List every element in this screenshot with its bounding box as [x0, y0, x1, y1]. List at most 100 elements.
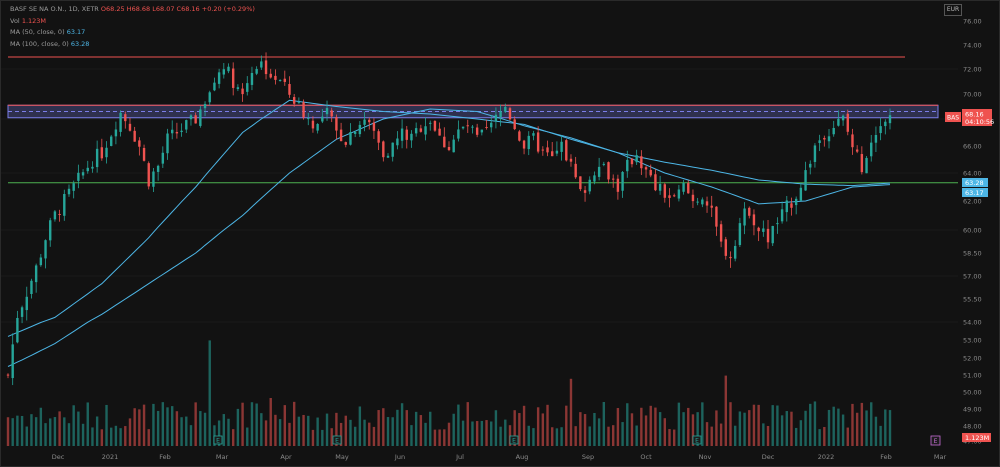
candle-body: [278, 79, 282, 81]
volume-bar: [696, 412, 699, 446]
volume-bar: [349, 419, 352, 446]
y-tick-label: 72.00: [963, 66, 982, 74]
volume-value: 1.123M: [21, 16, 47, 25]
volume-bar: [748, 410, 751, 446]
candle-body: [297, 102, 301, 104]
candle-body: [269, 73, 272, 78]
candle-body: [823, 137, 826, 140]
candle-body: [569, 158, 573, 162]
candle-body: [471, 126, 474, 128]
symbol-line: BASF SE NA O.N., 1D, XETR O68.25 H68.68 …: [10, 4, 255, 16]
volume-bar: [138, 409, 141, 446]
x-tick-label: Jul: [455, 453, 464, 461]
candle-body: [551, 151, 554, 157]
volume-bar: [626, 403, 629, 446]
ma50-label: MA (50, close, 0): [10, 28, 65, 36]
y-tick-label: 48.00: [963, 423, 982, 431]
volume-badge-value: 1.123M: [965, 434, 989, 442]
volume-bar: [794, 427, 798, 446]
symbol-label: BASF SE NA O.N., 1D, XETR: [10, 5, 99, 13]
volume-bar: [166, 407, 169, 446]
candle-body: [738, 223, 742, 246]
volume-bar: [114, 425, 118, 446]
ma50-badge: [962, 188, 988, 197]
candle-body: [588, 179, 591, 192]
candle-body: [771, 225, 774, 244]
volume-bar: [77, 411, 80, 446]
candle-body: [748, 207, 751, 216]
candle-body: [77, 172, 80, 181]
volume-bar: [81, 423, 85, 446]
candle-body: [433, 121, 437, 131]
candle-body: [49, 220, 52, 241]
candle-body: [344, 142, 347, 145]
volume-bar: [715, 410, 718, 446]
candles: [6, 52, 892, 386]
volume-bar: [457, 404, 460, 446]
candle-body: [358, 124, 362, 135]
volume-bar: [429, 411, 432, 446]
candle-body: [621, 171, 624, 191]
volume-bar: [644, 415, 648, 446]
volume-bar: [49, 418, 52, 446]
candle-body: [39, 257, 43, 266]
volume-bar: [827, 409, 831, 446]
y-tick-label: 55.50: [963, 296, 982, 304]
y-tick-label: 64.00: [963, 170, 982, 178]
candle-body: [307, 118, 310, 120]
volume-bar: [546, 404, 549, 446]
candle-body: [208, 92, 211, 103]
volume-bar: [560, 427, 563, 446]
volume-bar: [504, 419, 507, 446]
symbol-badge: [945, 112, 961, 122]
volume-bar: [91, 427, 94, 446]
candle-body: [612, 178, 615, 180]
candle-body: [128, 123, 132, 131]
volume-bar: [607, 426, 610, 446]
volume-bar: [832, 406, 835, 446]
candle-body: [372, 122, 376, 131]
candle-body: [809, 163, 812, 168]
volume-bar: [156, 410, 160, 446]
volume-bar: [185, 416, 188, 446]
volume-bar: [236, 408, 240, 446]
volume-bar: [382, 408, 385, 446]
volume-bar: [311, 429, 315, 446]
candle-body: [213, 82, 216, 91]
candle-body: [156, 165, 160, 172]
volume-bar: [705, 422, 709, 446]
volume-bar: [536, 407, 540, 446]
volume-bar: [124, 426, 127, 446]
candle-body: [185, 120, 188, 130]
ma100-badge: [962, 178, 988, 187]
candle-body: [757, 227, 760, 232]
volume-bar: [339, 422, 343, 446]
ma50-value: 63.17: [66, 28, 86, 36]
y-tick-label: 54.00: [963, 319, 982, 327]
candle-body: [25, 296, 28, 311]
volume-bar: [297, 416, 301, 446]
volume-bar: [757, 404, 760, 446]
horizontal-lines: [8, 56, 958, 184]
candle-body: [20, 307, 24, 317]
price-badge: [962, 109, 992, 126]
volume-bar: [325, 413, 329, 446]
candle-body: [292, 97, 296, 104]
x-tick-label: Nov: [699, 453, 712, 461]
candle-body: [325, 108, 329, 115]
volume-bar: [574, 426, 577, 446]
volume-bar: [72, 405, 75, 446]
candle-body: [349, 132, 352, 145]
earnings-marker-label: E: [335, 438, 339, 445]
candle-body: [302, 102, 305, 118]
candle-body: [363, 119, 366, 125]
x-tick-label: Dec: [52, 453, 65, 461]
candle-body: [119, 112, 122, 132]
volume-bar: [142, 404, 146, 446]
candle-body: [53, 211, 57, 220]
candle-body: [846, 113, 849, 132]
candle-body: [719, 224, 723, 242]
